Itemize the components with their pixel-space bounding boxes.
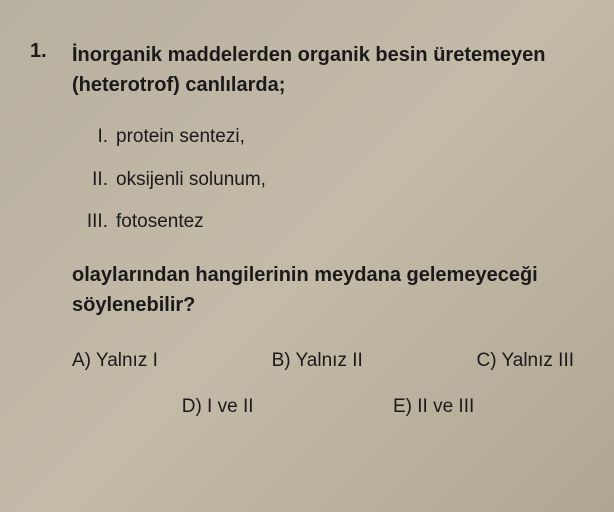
options-row-1: A) Yalnız I B) Yalnız II C) Yalnız III: [72, 350, 584, 372]
roman-item: III. fotosentez: [82, 209, 584, 236]
option-b[interactable]: B) Yalnız II: [272, 350, 363, 372]
option-e[interactable]: E) II ve III: [393, 396, 474, 418]
roman-text: oksijenli solunum,: [116, 167, 266, 194]
roman-numeral: II.: [82, 167, 108, 194]
roman-text: fotosentez: [116, 209, 204, 236]
option-d[interactable]: D) I ve II: [182, 396, 254, 418]
roman-numeral: III.: [82, 209, 108, 236]
roman-item: I. protein sentezi,: [82, 124, 584, 151]
option-a[interactable]: A) Yalnız I: [72, 350, 158, 372]
roman-text: protein sentezi,: [116, 124, 245, 151]
roman-item: II. oksijenli solunum,: [82, 167, 584, 194]
question-stem: İnorganik maddelerden organik besin üret…: [72, 40, 584, 100]
question-body: İnorganik maddelerden organik besin üret…: [72, 40, 584, 418]
options-row-2: D) I ve II E) II ve III: [72, 396, 584, 418]
question-number: 1.: [30, 40, 54, 418]
question-tail: olaylarından hangilerinin meydana geleme…: [72, 260, 584, 320]
option-c[interactable]: C) Yalnız III: [477, 350, 575, 372]
roman-list: I. protein sentezi, II. oksijenli solunu…: [82, 124, 584, 236]
question-container: 1. İnorganik maddelerden organik besin ü…: [30, 40, 584, 418]
roman-numeral: I.: [82, 124, 108, 151]
